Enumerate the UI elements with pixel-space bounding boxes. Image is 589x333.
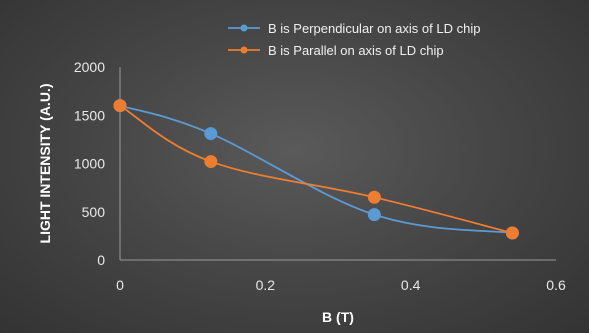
legend: B is Perpendicular on axis of LD chip B i… — [228, 21, 480, 58]
legend-item-2: B is Parallel on axis of LD chip — [228, 43, 444, 58]
data-point-series-2 — [204, 155, 218, 169]
y-tick-labels: 0 500 1000 1500 2000 — [74, 59, 105, 268]
legend-item-1: B is Perpendicular on axis of LD chip — [228, 21, 480, 36]
y-tick-label: 1500 — [74, 107, 105, 123]
y-tick-label: 500 — [82, 204, 106, 220]
series-line-2 — [119, 104, 513, 234]
y-tick-label: 1000 — [74, 156, 105, 172]
series-line-1 — [119, 104, 513, 234]
series-layer — [113, 99, 519, 240]
y-tick-label: 0 — [97, 252, 105, 268]
y-axis-title: LIGHT INTENSITY (A.U.) — [37, 84, 53, 244]
legend-label-2: B is Parallel on axis of LD chip — [268, 43, 444, 58]
data-point-series-2 — [367, 190, 381, 204]
legend-label-1: B is Perpendicular on axis of LD chip — [268, 21, 480, 36]
data-point-series-1 — [367, 208, 381, 222]
x-tick-labels: 0 0.2 0.4 0.6 — [116, 277, 566, 293]
x-tick-label: 0 — [116, 277, 124, 293]
data-point-series-2 — [505, 226, 519, 240]
x-tick-label: 0.4 — [401, 277, 421, 293]
legend-marker-1 — [240, 24, 248, 32]
x-tick-label: 0.6 — [546, 277, 566, 293]
x-axis-title: B (T) — [322, 309, 354, 325]
data-point-series-2 — [113, 99, 127, 113]
x-tick-label: 0.2 — [256, 277, 276, 293]
data-point-series-1 — [204, 127, 218, 141]
legend-marker-2 — [240, 46, 248, 54]
y-tick-label: 2000 — [74, 59, 105, 75]
